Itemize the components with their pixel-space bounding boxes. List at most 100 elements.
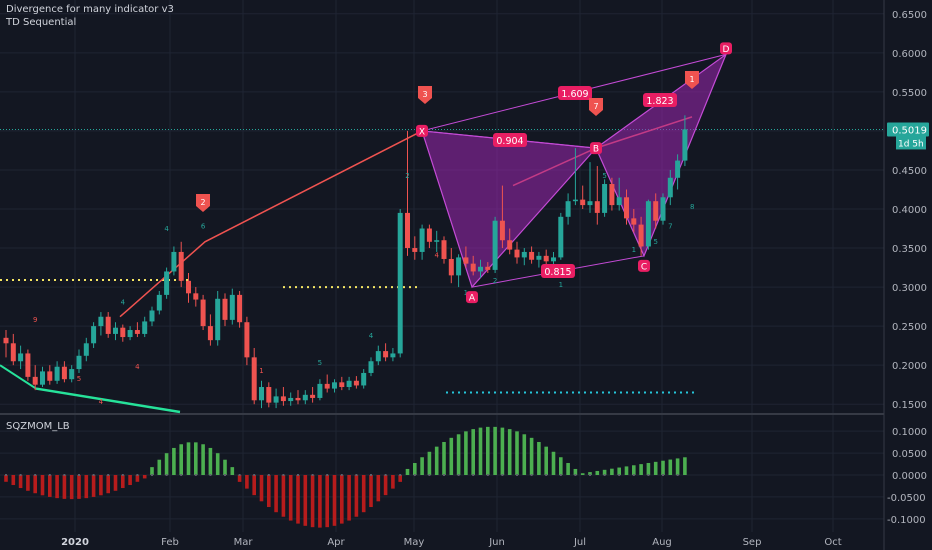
candle-body bbox=[682, 129, 688, 161]
momentum-bar bbox=[121, 475, 125, 489]
candle-body bbox=[54, 366, 60, 381]
momentum-bar bbox=[84, 475, 89, 499]
squeeze-dot bbox=[428, 474, 431, 476]
squeeze-dot bbox=[618, 474, 621, 476]
candle-body bbox=[558, 216, 564, 258]
squeeze-dot bbox=[326, 474, 329, 476]
countdown-value: 1d 5h bbox=[898, 139, 924, 149]
td-count-number: 4 bbox=[121, 298, 126, 306]
momentum-bar bbox=[639, 464, 643, 475]
squeeze-dot bbox=[647, 474, 650, 476]
squeeze-dot bbox=[355, 474, 358, 476]
candle-body bbox=[361, 372, 367, 386]
momentum-bar bbox=[33, 475, 37, 494]
signal-label: 3 bbox=[422, 90, 427, 99]
candle-body bbox=[127, 330, 133, 338]
momentum-bar bbox=[420, 457, 424, 475]
ratio-badge bbox=[541, 264, 575, 278]
momentum-bar bbox=[602, 469, 607, 475]
momentum-bar bbox=[391, 475, 395, 489]
momentum-bar bbox=[215, 453, 220, 475]
candle-body bbox=[368, 361, 374, 373]
candle-body bbox=[164, 271, 170, 295]
squeeze-dot bbox=[370, 474, 372, 476]
momentum-bar bbox=[464, 431, 468, 475]
candle-body bbox=[207, 326, 213, 341]
td-sequential-counts: 9 5 4 4 4 4 6 1 5 4 2 4 1 2 1 5 1 5 7 8 bbox=[33, 172, 694, 406]
momentum-bar bbox=[201, 444, 205, 475]
momentum-bar bbox=[150, 467, 154, 475]
momentum-bar bbox=[588, 472, 592, 475]
td-count-number: 2 bbox=[493, 277, 497, 285]
indicator-name-divergence[interactable]: Divergence for many indicator v3 bbox=[6, 4, 174, 15]
momentum-bar bbox=[551, 451, 556, 475]
axes: 0.65000.60000.55000.50000.45000.40000.35… bbox=[61, 0, 932, 550]
momentum-bar bbox=[529, 437, 534, 475]
candle-body bbox=[551, 257, 556, 262]
squeeze-dot bbox=[238, 474, 241, 476]
squeeze-dot bbox=[413, 474, 416, 476]
momentum-bar bbox=[610, 468, 614, 475]
squeeze-dot bbox=[19, 474, 22, 476]
pattern-point-label: X bbox=[419, 127, 425, 137]
momentum-bar bbox=[135, 475, 140, 482]
momentum-bar bbox=[471, 429, 475, 475]
candle-body bbox=[76, 355, 82, 370]
td-count-number: 9 bbox=[33, 316, 37, 324]
momentum-bar bbox=[544, 446, 548, 475]
time-tick-label: Aug bbox=[652, 537, 672, 548]
candle-body bbox=[259, 387, 264, 401]
candle-body bbox=[645, 201, 651, 247]
candle-body bbox=[266, 387, 272, 403]
momentum-tick-label: -0.0500 bbox=[887, 493, 926, 504]
candle-body bbox=[61, 366, 67, 380]
time-tick-label: Jun bbox=[488, 537, 505, 548]
time-tick-label: 2020 bbox=[61, 537, 89, 548]
squeeze-dot bbox=[340, 474, 343, 476]
indicator-name-td-sequential[interactable]: TD Sequential bbox=[6, 17, 77, 28]
squeeze-dot bbox=[165, 474, 168, 476]
trend-line-green-a bbox=[0, 364, 37, 390]
momentum-bar bbox=[369, 475, 373, 508]
squeeze-dot bbox=[574, 474, 577, 476]
candle-body bbox=[485, 266, 491, 270]
ratio-badge bbox=[643, 93, 677, 107]
candle-body bbox=[521, 251, 527, 258]
squeeze-dot bbox=[224, 474, 226, 476]
momentum-bar bbox=[515, 431, 519, 475]
squeeze-dot bbox=[603, 474, 606, 476]
candle-body bbox=[142, 321, 148, 334]
candle-body bbox=[47, 371, 53, 381]
candle-body bbox=[10, 343, 16, 362]
candle-body bbox=[492, 220, 498, 270]
ratio-value: 0.904 bbox=[496, 136, 523, 147]
squeeze-dot bbox=[676, 474, 679, 476]
candle-body bbox=[441, 240, 447, 259]
candle-body bbox=[660, 197, 666, 221]
candle-body bbox=[346, 380, 352, 388]
momentum-bar bbox=[245, 475, 249, 489]
momentum-bar bbox=[449, 437, 454, 475]
candle-body bbox=[405, 212, 410, 249]
momentum-bar bbox=[580, 473, 585, 475]
candle-body bbox=[310, 394, 316, 398]
squeeze-dot bbox=[63, 474, 66, 476]
td-count-number: 1 bbox=[632, 246, 636, 254]
price-tick-label: 0.4000 bbox=[892, 205, 927, 216]
momentum-histogram bbox=[4, 426, 687, 528]
candle-body bbox=[295, 397, 301, 401]
td-count-number: 5 bbox=[318, 359, 322, 367]
squeeze-dot bbox=[180, 474, 183, 476]
sub-indicator-name[interactable]: SQZMOM_LB bbox=[6, 421, 70, 432]
momentum-bar bbox=[223, 459, 227, 475]
momentum-bar bbox=[573, 468, 578, 475]
momentum-bar bbox=[668, 459, 673, 475]
squeeze-dot bbox=[457, 474, 460, 476]
td-count-number: 1 bbox=[464, 289, 468, 297]
candle-body bbox=[448, 258, 454, 276]
candle-body bbox=[463, 257, 469, 264]
ratio-value: 1.609 bbox=[561, 89, 588, 100]
squeeze-dot bbox=[559, 474, 562, 476]
squeeze-dot bbox=[384, 474, 387, 476]
